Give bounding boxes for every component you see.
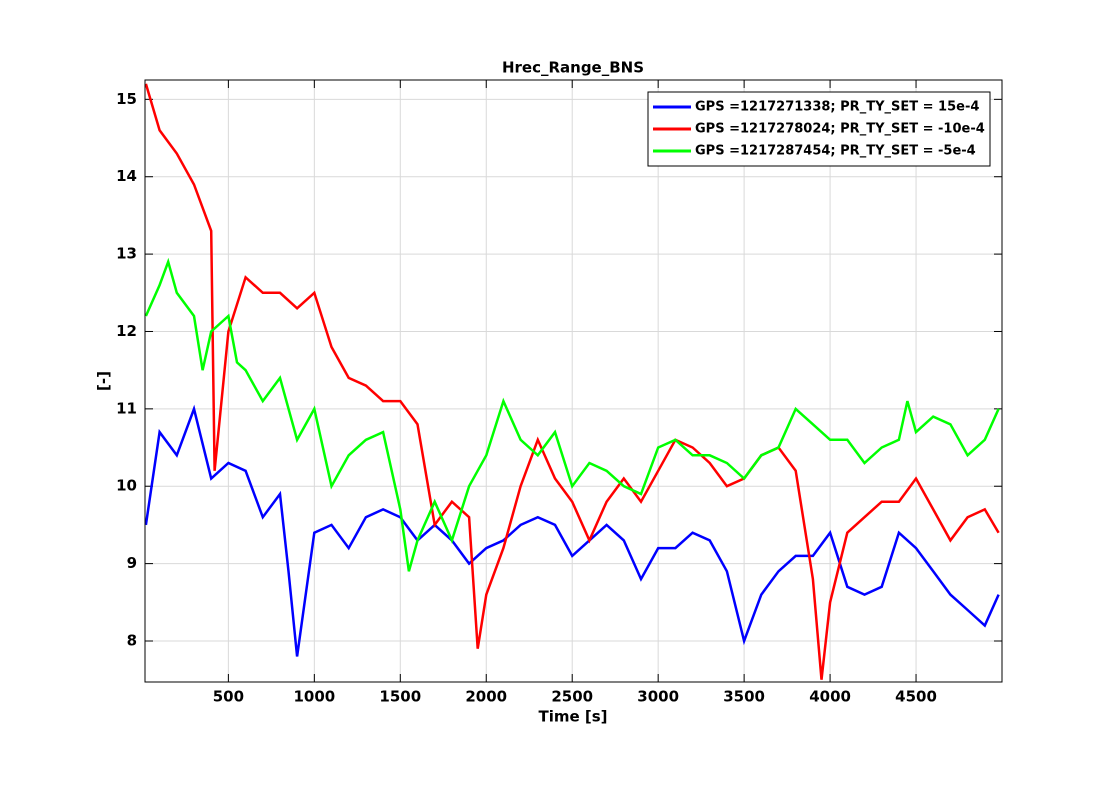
plot-frame [144,79,1003,683]
legend-box [647,91,991,167]
series-line [145,404,1000,657]
x-tick-label: 2000 [465,688,507,706]
x-tick-label: 3000 [637,688,679,706]
x-tick-label: 3500 [723,688,765,706]
y-tick-label: 8 [127,631,137,649]
legend-label: GPS =1217271338; PR_TY_SET = 15e-4 [695,100,979,115]
series-line [145,257,1000,572]
y-tick-label: 10 [116,477,137,495]
y-tick-label: 12 [116,322,137,340]
x-tick-label: 1000 [293,688,335,706]
legend-label: GPS =1217287454; PR_TY_SET = -5e-4 [695,144,976,159]
y-axis-label: [-] [95,371,113,391]
x-tick-label: 4000 [809,688,851,706]
x-tick-label: 4500 [895,688,937,706]
x-tick-label: 2500 [551,688,593,706]
y-tick-label: 14 [116,167,137,185]
y-tick-label: 15 [116,90,137,108]
y-tick-label: 11 [116,399,137,417]
legend: GPS =1217271338; PR_TY_SET = 15e-4 GPS =1… [647,91,991,167]
chart-title: Hrec_Range_BNS [502,59,644,77]
y-tick-label: 9 [127,554,137,572]
x-tick-label: 1500 [379,688,421,706]
x-axis-label: Time [s] [538,708,607,726]
y-tick-label: 13 [116,245,137,263]
legend-label: GPS =1217278024; PR_TY_SET = -10e-4 [695,122,985,137]
x-tick-label: 500 [213,688,244,706]
series-line [145,83,1000,680]
